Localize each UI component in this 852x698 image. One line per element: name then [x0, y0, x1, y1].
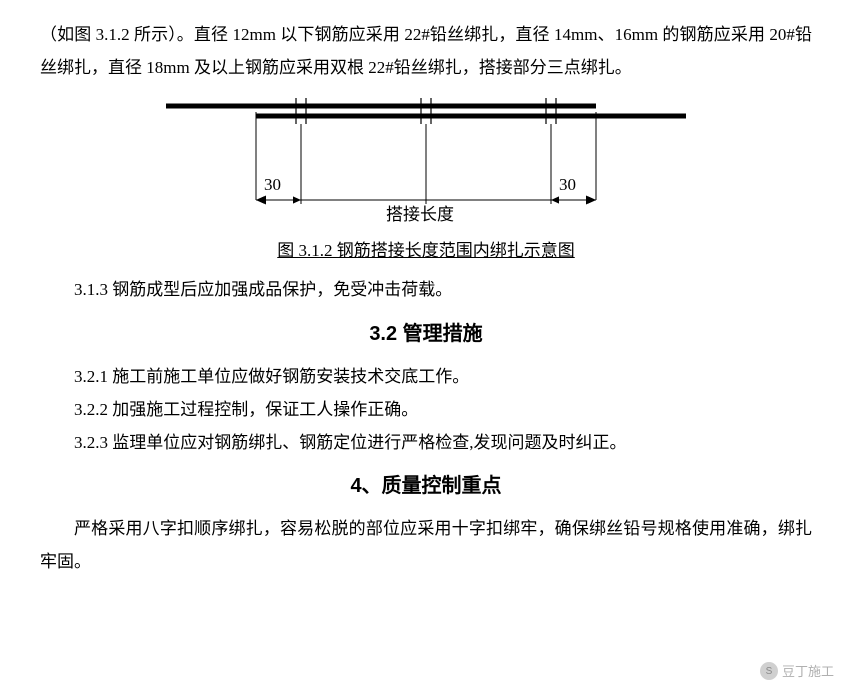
item-3-2-3: 3.2.3 监理单位应对钢筋绑扎、钢筋定位进行严格检查,发现问题及时纠正。: [40, 426, 812, 459]
watermark-text: 豆丁施工: [782, 659, 834, 684]
paragraph-4: 严格采用八字扣顺序绑扎，容易松脱的部位应采用十字扣绑牢，确保绑丝铅号规格使用准确…: [40, 512, 812, 578]
diagram-container: 30 30 搭接长度: [40, 90, 812, 230]
svg-text:30: 30: [264, 175, 281, 194]
watermark: S 豆丁施工: [760, 659, 834, 684]
item-number: 3.2.3: [74, 433, 108, 452]
item-3-2-1: 3.2.1 施工前施工单位应做好钢筋安装技术交底工作。: [40, 360, 812, 393]
rebar-lap-diagram: 30 30 搭接长度: [146, 90, 706, 230]
item-number: 3.2.2: [74, 400, 108, 419]
figure-caption: 图 3.1.2 钢筋搭接长度范围内绑扎示意图: [40, 234, 812, 267]
item-text: 加强施工过程控制，保证工人操作正确。: [108, 400, 418, 419]
heading-4: 4、质量控制重点: [40, 467, 812, 506]
watermark-logo-icon: S: [760, 662, 778, 680]
item-3-1-3: 3.1.3 钢筋成型后应加强成品保护，免受冲击荷载。: [40, 273, 812, 306]
item-text: 施工前施工单位应做好钢筋安装技术交底工作。: [108, 367, 469, 386]
item-text: 监理单位应对钢筋绑扎、钢筋定位进行严格检查,发现问题及时纠正。: [108, 433, 627, 452]
item-text: 钢筋成型后应加强成品保护，免受冲击荷载。: [108, 280, 452, 299]
item-number: 3.2.1: [74, 367, 108, 386]
heading-3-2: 3.2 管理措施: [40, 315, 812, 354]
item-number: 3.1.3: [74, 280, 108, 299]
intro-paragraph: （如图 3.1.2 所示）。直径 12mm 以下钢筋应采用 22#铅丝绑扎，直径…: [40, 18, 812, 84]
svg-text:搭接长度: 搭接长度: [386, 205, 454, 224]
svg-text:30: 30: [559, 175, 576, 194]
item-3-2-2: 3.2.2 加强施工过程控制，保证工人操作正确。: [40, 393, 812, 426]
